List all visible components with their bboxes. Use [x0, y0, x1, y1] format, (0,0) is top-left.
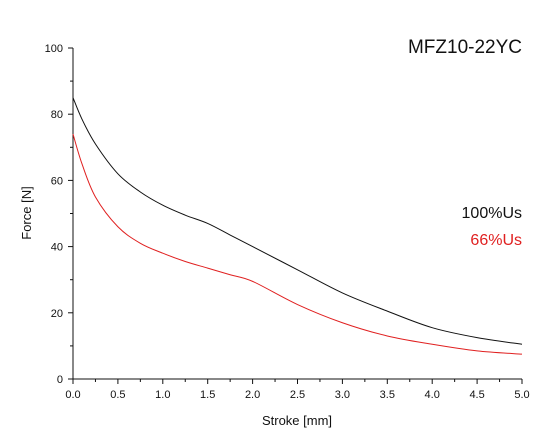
plot-area — [72, 97, 523, 355]
legend-entry-100-us: 100%Us — [462, 205, 522, 222]
series-line-1 — [72, 133, 523, 355]
x-tick-label: 4.5 — [469, 389, 484, 401]
x-tick-label: 5.0 — [514, 389, 529, 401]
x-tick-label: 3.5 — [380, 389, 395, 401]
x-axis-label: Stroke [mm] — [262, 413, 332, 428]
y-tick-label: 80 — [51, 109, 63, 121]
ticks: 0.0 0.5 1.0 1.5 2.0 2.5 3.0 3.5 4.0 4.5 5.0 0 20 40 60… — [45, 43, 530, 401]
y-tick-label: 60 — [51, 175, 63, 187]
legend: 100%Us 66%Us — [462, 205, 522, 249]
x-tick-label: 2.0 — [245, 389, 260, 401]
x-tick-label: 0.0 — [65, 389, 80, 401]
y-tick-label: 20 — [51, 308, 63, 320]
x-tick-label: 3.0 — [335, 389, 350, 401]
x-tick-label: 4.0 — [425, 389, 440, 401]
x-tick-label: 1.5 — [200, 389, 215, 401]
series-line-0 — [72, 97, 523, 345]
y-tick-label: 100 — [45, 43, 63, 55]
axes — [72, 48, 522, 380]
x-tick-label: 1.0 — [155, 389, 170, 401]
y-tick-label: 40 — [51, 242, 63, 254]
y-axis-label: Force [N] — [19, 186, 34, 239]
chart-title: MFZ10-22YC — [408, 37, 522, 58]
x-tick-label: 0.5 — [110, 389, 125, 401]
x-tick-label: 2.5 — [290, 389, 305, 401]
legend-entry-66-us: 66%Us — [470, 232, 522, 249]
y-tick-label: 0 — [57, 374, 63, 386]
